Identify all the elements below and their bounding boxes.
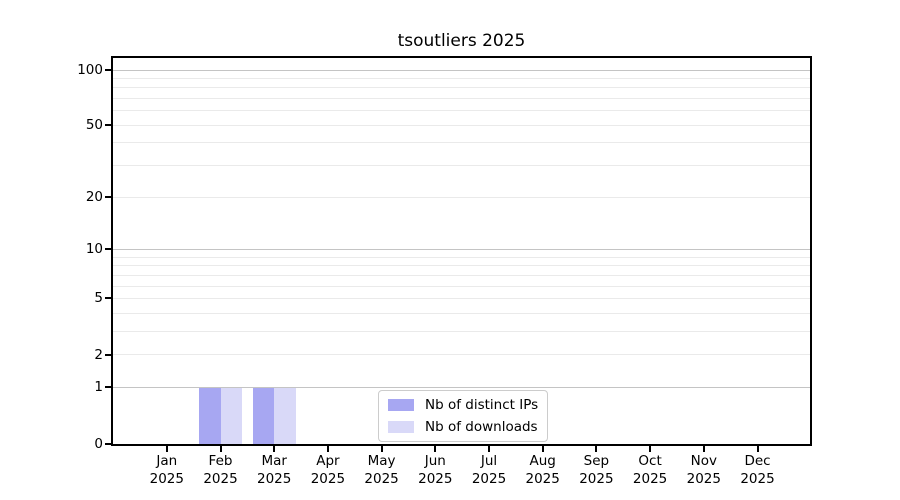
gridline-y-30 xyxy=(113,165,810,167)
legend-swatch xyxy=(388,421,414,433)
x-tick-mark-mar xyxy=(273,446,276,452)
x-axis-tick-label-jul: Jul 2025 xyxy=(449,452,529,488)
y-tick-mark-50 xyxy=(105,124,111,127)
month-name: Oct xyxy=(638,453,662,469)
legend-item-downloads: Nb of downloads xyxy=(388,418,538,436)
gridline-y-3 xyxy=(113,330,810,332)
bar-mar-downloads xyxy=(274,387,296,444)
y-tick-mark-0 xyxy=(105,442,111,445)
y-axis-tick-label-100: 100 xyxy=(77,62,103,78)
month-name: Apr xyxy=(316,453,340,469)
x-tick-mark-aug xyxy=(541,446,544,452)
gridline-y-50 xyxy=(113,124,810,126)
x-tick-mark-nov xyxy=(702,446,705,452)
month-year: 2025 xyxy=(471,471,507,488)
legend-swatch xyxy=(388,399,414,411)
gridline-y-20 xyxy=(113,196,810,198)
x-tick-mark-apr xyxy=(326,446,329,452)
gridline-y-70 xyxy=(113,98,810,100)
chart-title: tsoutliers 2025 xyxy=(397,31,526,51)
x-axis-tick-label-feb: Feb 2025 xyxy=(181,452,261,488)
gridline-y-40 xyxy=(113,142,810,144)
x-axis-tick-label-aug: Aug 2025 xyxy=(503,452,583,488)
x-tick-mark-jul xyxy=(488,446,490,452)
gridline-y-8 xyxy=(113,265,810,267)
x-tick-mark-feb xyxy=(219,446,222,452)
plot-area xyxy=(111,56,812,446)
gridline-y-7 xyxy=(113,274,810,276)
month-year: 2025 xyxy=(740,471,775,488)
legend-label: Nb of downloads xyxy=(425,419,538,435)
month-year: 2025 xyxy=(310,471,346,488)
y-tick-mark-5 xyxy=(105,297,111,300)
month-year: 2025 xyxy=(364,471,399,488)
gridline-y-10 xyxy=(113,248,810,250)
month-name: Jun xyxy=(424,453,446,469)
month-name: Aug xyxy=(529,453,556,469)
month-year: 2025 xyxy=(579,471,614,488)
month-name: Feb xyxy=(208,453,233,469)
legend-item-distinct-ips: Nb of distinct IPs xyxy=(388,396,538,414)
gridline-y-90 xyxy=(113,77,810,79)
x-tick-mark-dec xyxy=(756,446,759,452)
month-year: 2025 xyxy=(149,471,184,488)
x-axis-tick-label-nov: Nov 2025 xyxy=(664,452,744,488)
month-year: 2025 xyxy=(257,471,292,488)
x-axis-tick-label-may: May 2025 xyxy=(342,452,422,488)
y-axis-tick-label-0: 0 xyxy=(94,435,103,452)
month-name: Sep xyxy=(583,453,610,469)
x-axis-tick-label-sep: Sep 2025 xyxy=(556,452,636,488)
month-name: Jul xyxy=(480,453,498,469)
month-year: 2025 xyxy=(632,471,668,488)
legend: Nb of distinct IPs Nb of downloads xyxy=(378,390,549,442)
legend-label: Nb of distinct IPs xyxy=(425,397,539,413)
gridline-y-2 xyxy=(113,354,810,356)
y-axis-tick-label-50: 50 xyxy=(85,117,103,134)
month-name: May xyxy=(367,453,396,469)
month-year: 2025 xyxy=(418,471,453,488)
gridline-y-9 xyxy=(113,256,810,258)
x-tick-mark-oct xyxy=(649,446,652,452)
bar-feb-downloads xyxy=(220,387,242,444)
y-tick-mark-1 xyxy=(105,386,111,389)
x-tick-mark-jun xyxy=(434,446,437,452)
x-axis-tick-label-dec: Dec 2025 xyxy=(718,452,798,488)
month-name: Mar xyxy=(261,453,287,469)
y-axis-tick-label-1: 1 xyxy=(94,379,103,396)
x-axis-tick-label-jun: Jun 2025 xyxy=(395,452,475,488)
month-name: Dec xyxy=(744,453,771,469)
y-axis-tick-label-5: 5 xyxy=(94,290,103,307)
x-tick-mark-jan xyxy=(165,446,168,452)
bar-mar-distinct-ips xyxy=(252,387,275,444)
month-name: Nov xyxy=(690,453,717,469)
month-year: 2025 xyxy=(203,471,238,488)
y-axis-tick-label-2: 2 xyxy=(94,346,103,363)
x-tick-mark-may xyxy=(380,446,383,452)
y-tick-mark-10 xyxy=(105,248,111,251)
y-tick-mark-20 xyxy=(105,196,111,199)
month-year: 2025 xyxy=(525,471,560,488)
month-year: 2025 xyxy=(686,471,721,488)
gridline-y-60 xyxy=(113,110,810,112)
gridline-y-1 xyxy=(113,386,810,388)
x-axis-tick-label-mar: Mar 2025 xyxy=(234,452,314,488)
gridline-y-6 xyxy=(113,285,810,287)
x-tick-mark-sep xyxy=(595,446,598,452)
month-name: Jan xyxy=(156,453,178,469)
y-axis-tick-label-20: 20 xyxy=(85,189,103,206)
gridline-y-80 xyxy=(113,87,810,89)
gridline-y-100 xyxy=(113,69,810,71)
y-tick-mark-2 xyxy=(105,353,111,356)
bar-feb-distinct-ips xyxy=(199,387,221,444)
y-axis-tick-label-10: 10 xyxy=(85,241,103,258)
gridline-y-5 xyxy=(113,297,810,299)
x-axis-tick-label-apr: Apr 2025 xyxy=(288,452,368,488)
x-axis-tick-label-oct: Oct 2025 xyxy=(610,452,690,488)
gridline-y-4 xyxy=(113,312,810,314)
y-tick-mark-100 xyxy=(105,69,111,71)
x-axis-tick-label-jan: Jan 2025 xyxy=(127,452,207,488)
